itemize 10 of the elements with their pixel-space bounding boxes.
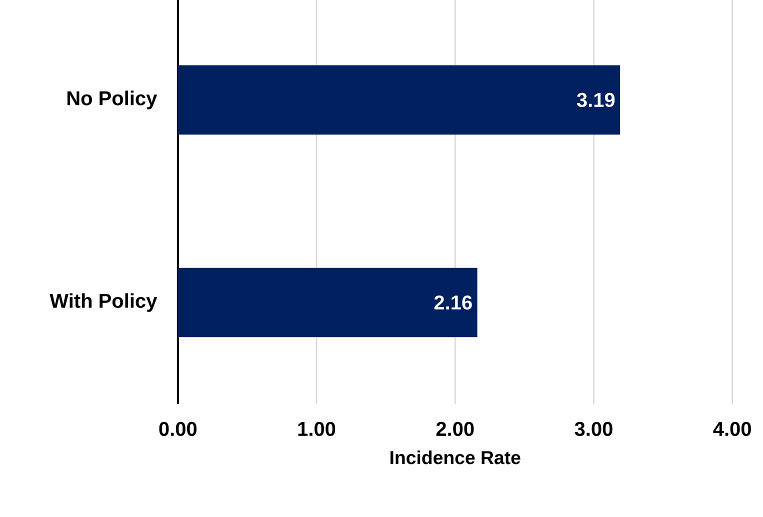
x-tick-label: 4.00 xyxy=(713,422,751,436)
x-tick-label: 0.00 xyxy=(159,422,197,436)
x-tick-label: 3.00 xyxy=(574,422,612,436)
x-tick-label: 1.00 xyxy=(298,422,336,436)
x-tick-label: 2.00 xyxy=(436,422,474,436)
y-tick-label: No Policy xyxy=(67,90,158,110)
data-label: 3.19 xyxy=(576,92,615,108)
y-tick-label: With Policy xyxy=(50,293,158,312)
data-label: 2.16 xyxy=(434,295,472,310)
x-axis-title: Incidence Rate xyxy=(390,450,520,464)
